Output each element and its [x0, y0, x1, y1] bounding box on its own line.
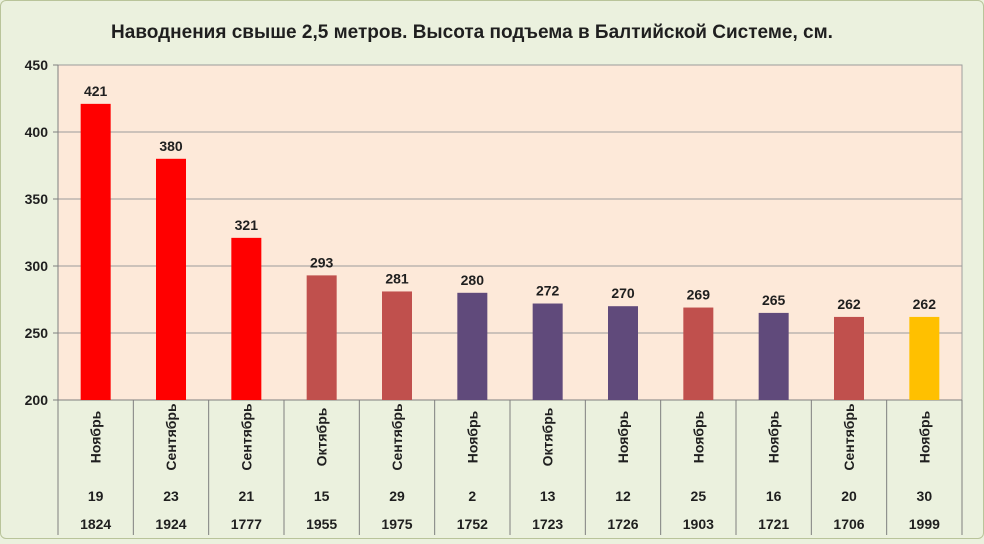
year-label: 1723 [532, 516, 563, 532]
month-label: Ноябрь [690, 410, 706, 463]
data-label: 293 [310, 254, 334, 270]
data-label: 421 [84, 83, 108, 99]
bar [532, 303, 563, 400]
year-label: 1752 [457, 516, 488, 532]
data-label: 272 [536, 283, 560, 299]
day-label: 12 [615, 488, 631, 504]
bar [457, 292, 488, 400]
day-label: 2 [468, 488, 476, 504]
bar [683, 307, 714, 400]
data-label: 281 [385, 270, 409, 286]
month-label: Сентябрь [238, 403, 254, 471]
month-label: Сентябрь [389, 403, 405, 471]
bar [231, 237, 262, 400]
year-label: 1924 [155, 516, 186, 532]
year-label: 1975 [381, 516, 412, 532]
day-label: 13 [540, 488, 556, 504]
month-label: Октябрь [540, 407, 556, 466]
month-label: Сентябрь [163, 403, 179, 471]
day-label: 29 [389, 488, 405, 504]
month-label: Ноябрь [615, 410, 631, 463]
chart-title: Наводнения свыше 2,5 метров. Высота подъ… [111, 22, 833, 43]
day-label: 16 [766, 488, 782, 504]
bar [834, 316, 864, 400]
data-label: 280 [461, 272, 485, 288]
month-label: Ноябрь [464, 410, 480, 463]
day-label: 25 [691, 488, 707, 504]
year-label: 1777 [231, 516, 262, 532]
y-tick-label: 200 [25, 392, 49, 408]
year-label: 1726 [607, 516, 638, 532]
data-label: 262 [913, 296, 937, 312]
bar [758, 312, 789, 400]
y-tick-label: 250 [25, 325, 49, 341]
data-label: 269 [687, 287, 711, 303]
day-label: 30 [917, 488, 933, 504]
day-label: 23 [163, 488, 179, 504]
year-label: 1999 [909, 516, 940, 532]
bar [608, 306, 638, 400]
data-label: 270 [611, 285, 635, 301]
day-label: 20 [841, 488, 857, 504]
bar [80, 103, 111, 401]
month-label: Октябрь [314, 407, 330, 466]
day-label: 15 [314, 488, 330, 504]
day-label: 21 [239, 488, 255, 504]
bar [909, 316, 940, 400]
data-label: 380 [159, 138, 183, 154]
month-label: Сентябрь [841, 403, 857, 471]
month-label: Ноябрь [88, 410, 104, 463]
data-label: 321 [235, 217, 259, 233]
month-label: Ноябрь [916, 410, 932, 463]
y-tick-label: 300 [25, 258, 49, 274]
year-label: 1721 [758, 516, 789, 532]
y-tick-label: 450 [25, 57, 49, 73]
data-label: 265 [762, 292, 786, 308]
year-label: 1903 [683, 516, 714, 532]
plot-area: 200 250 300 350 400 450 421 Ноябрь 19 1824 380 Сент… [25, 57, 963, 535]
year-label: 1824 [80, 516, 111, 532]
day-label: 19 [88, 488, 104, 504]
y-tick-label: 350 [25, 191, 49, 207]
bar [156, 158, 186, 400]
data-label: 262 [837, 296, 861, 312]
year-label: 1955 [306, 516, 337, 532]
bar [382, 291, 412, 400]
year-label: 1706 [833, 516, 864, 532]
month-label: Ноябрь [766, 410, 782, 463]
bar [306, 275, 337, 400]
plot-background [57, 64, 963, 401]
y-tick-label: 400 [25, 124, 49, 140]
